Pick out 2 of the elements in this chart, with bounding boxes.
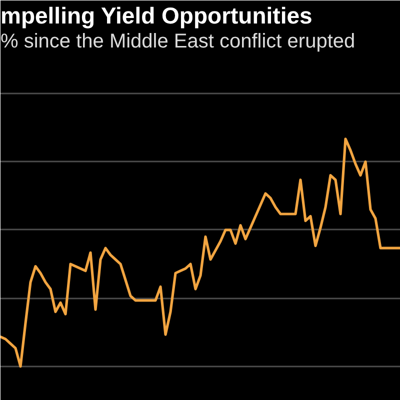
chart-title: mpelling Yield Opportunities (0, 2, 312, 28)
chart-subtitle: % since the Middle East conflict erupted (0, 30, 356, 52)
